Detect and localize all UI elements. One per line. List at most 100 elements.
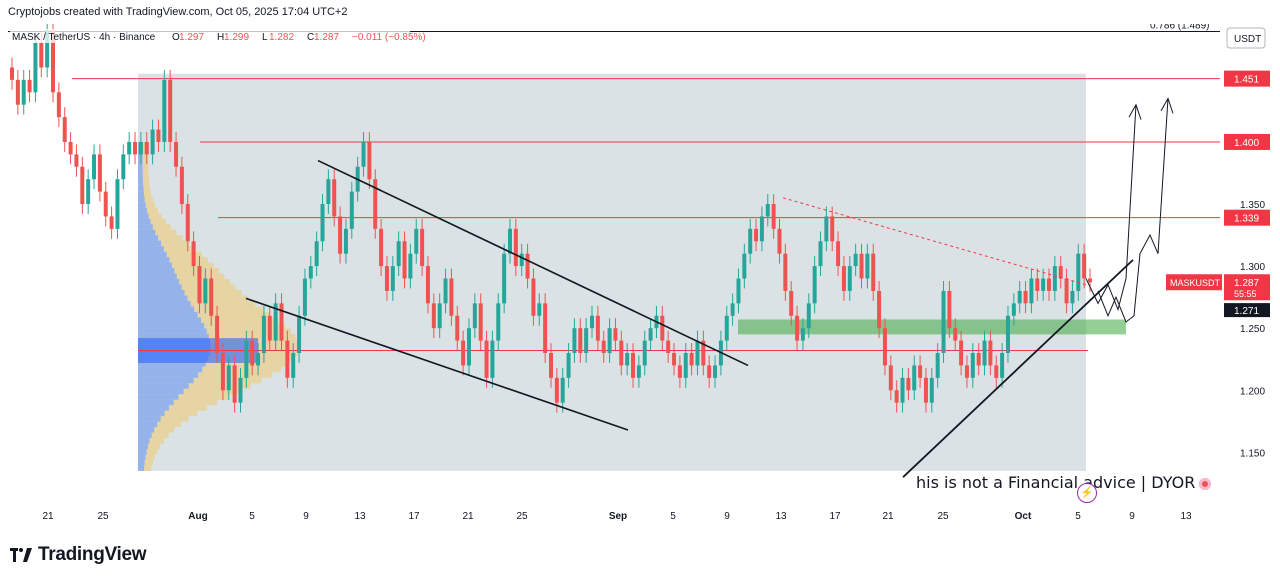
- candle-body[interactable]: [466, 328, 471, 366]
- candle-body[interactable]: [1088, 278, 1092, 283]
- candle-body[interactable]: [906, 377, 911, 391]
- candle-body[interactable]: [507, 228, 512, 254]
- candle-body[interactable]: [1076, 253, 1081, 291]
- candle-body[interactable]: [607, 328, 612, 354]
- candle-body[interactable]: [882, 328, 887, 366]
- candle-body[interactable]: [109, 216, 114, 229]
- candle-body[interactable]: [683, 353, 688, 378]
- candle-body[interactable]: [502, 253, 507, 304]
- candle-body[interactable]: [836, 241, 841, 267]
- candle-body[interactable]: [771, 204, 776, 229]
- candle-body[interactable]: [21, 79, 26, 105]
- candle-body[interactable]: [396, 241, 401, 267]
- candle-body[interactable]: [121, 154, 126, 180]
- candle-body[interactable]: [232, 365, 237, 403]
- candle-body[interactable]: [642, 340, 647, 366]
- candle-body[interactable]: [759, 216, 764, 242]
- candle-body[interactable]: [133, 141, 138, 155]
- candle-body[interactable]: [713, 365, 718, 378]
- candle-body[interactable]: [783, 253, 788, 291]
- candle-body[interactable]: [619, 340, 624, 366]
- candle-body[interactable]: [1023, 290, 1028, 304]
- candle-body[interactable]: [953, 328, 958, 341]
- candle-body[interactable]: [894, 390, 899, 403]
- candle-body[interactable]: [127, 141, 132, 155]
- candle-body[interactable]: [988, 340, 993, 366]
- candle-body[interactable]: [431, 303, 436, 329]
- candle-body[interactable]: [308, 266, 313, 279]
- candle-body[interactable]: [1082, 253, 1087, 279]
- candle-body[interactable]: [97, 154, 102, 192]
- candle-body[interactable]: [554, 377, 559, 403]
- candle-body[interactable]: [414, 228, 419, 254]
- candle-body[interactable]: [754, 228, 759, 242]
- candle-body[interactable]: [1064, 278, 1069, 304]
- candle-body[interactable]: [1029, 278, 1034, 304]
- candle-body[interactable]: [349, 191, 354, 229]
- candle-body[interactable]: [478, 303, 483, 341]
- candle-body[interactable]: [601, 340, 606, 354]
- candle-body[interactable]: [900, 377, 905, 403]
- candle-body[interactable]: [560, 377, 565, 403]
- candle-body[interactable]: [39, 42, 44, 68]
- candle-body[interactable]: [847, 266, 852, 291]
- candle-body[interactable]: [677, 365, 682, 378]
- candle-body[interactable]: [964, 365, 969, 378]
- candle-body[interactable]: [1041, 278, 1046, 291]
- currency-button[interactable]: [1226, 27, 1266, 49]
- candle-body[interactable]: [1070, 290, 1075, 304]
- chart-area[interactable]: 0.786 (1.489) 1.150 1.200 1.250 1.300 1.350 U…: [8, 20, 1272, 527]
- candle-body[interactable]: [707, 365, 712, 378]
- candle-body[interactable]: [789, 290, 794, 316]
- candle-body[interactable]: [168, 79, 173, 142]
- candle-body[interactable]: [68, 141, 73, 155]
- candle-body[interactable]: [513, 228, 518, 267]
- candle-body[interactable]: [748, 228, 753, 254]
- candle-body[interactable]: [537, 303, 542, 316]
- candle-body[interactable]: [941, 290, 946, 354]
- candle-body[interactable]: [443, 278, 448, 304]
- candle-body[interactable]: [982, 340, 987, 366]
- candle-body[interactable]: [625, 353, 630, 366]
- candle-body[interactable]: [326, 179, 331, 205]
- candle-body[interactable]: [86, 179, 91, 205]
- candle-body[interactable]: [818, 241, 823, 267]
- candle-body[interactable]: [877, 290, 882, 329]
- candle-body[interactable]: [976, 353, 981, 366]
- candle-body[interactable]: [636, 365, 641, 378]
- candle-body[interactable]: [666, 340, 671, 354]
- candle-body[interactable]: [724, 315, 729, 341]
- candle-body[interactable]: [484, 340, 489, 378]
- candle-body[interactable]: [531, 278, 536, 316]
- candle-body[interactable]: [209, 278, 214, 316]
- candle-body[interactable]: [92, 154, 97, 180]
- candle-body[interactable]: [871, 253, 876, 291]
- candle-body[interactable]: [367, 141, 372, 180]
- candle-body[interactable]: [701, 340, 706, 366]
- candle-body[interactable]: [765, 204, 770, 217]
- candle-body[interactable]: [865, 253, 870, 279]
- candle-body[interactable]: [859, 253, 864, 279]
- candle-body[interactable]: [543, 303, 548, 354]
- candle-body[interactable]: [490, 340, 495, 378]
- candle-body[interactable]: [519, 253, 524, 267]
- candle-body[interactable]: [256, 353, 261, 366]
- candle-body[interactable]: [461, 340, 466, 366]
- candle-body[interactable]: [150, 129, 155, 155]
- candle-body[interactable]: [244, 340, 249, 378]
- candle-body[interactable]: [660, 315, 665, 341]
- candle-body[interactable]: [302, 278, 307, 316]
- candle-body[interactable]: [947, 290, 952, 329]
- candle-body[interactable]: [496, 303, 501, 341]
- projection-path-2[interactable]: [1097, 98, 1169, 323]
- candle-body[interactable]: [33, 42, 38, 93]
- candle-body[interactable]: [695, 340, 700, 366]
- candle-body[interactable]: [812, 266, 817, 304]
- candle-body[interactable]: [174, 141, 179, 167]
- candle-body[interactable]: [672, 353, 677, 366]
- candle-body[interactable]: [742, 253, 747, 279]
- projection-path-1[interactable]: [1085, 104, 1137, 312]
- candle-body[interactable]: [273, 303, 278, 341]
- candle-body[interactable]: [15, 79, 20, 105]
- candle-body[interactable]: [402, 241, 407, 279]
